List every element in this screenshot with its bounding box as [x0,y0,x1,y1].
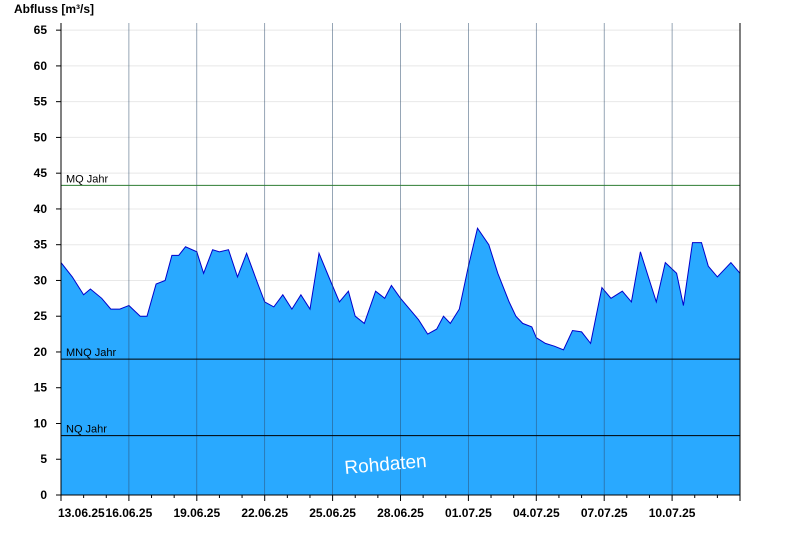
y-tick-label: 35 [34,238,48,252]
y-tick-label: 45 [34,166,48,180]
plot-area: MQ Jahr MNQ Jahr NQ Jahr 0 5 10 15 20 25 30 35 40 45… [34,23,741,520]
y-tick-label: 30 [34,273,48,287]
x-tick-label: 07.07.25 [581,506,628,520]
y-tick-label: 5 [40,452,47,466]
y-tick-label: 40 [34,202,48,216]
x-tick-label: 04.07.25 [513,506,560,520]
x-tick-label: 13.06.25 [58,506,105,520]
y-tick-label: 20 [34,345,48,359]
x-tick-label: 10.07.25 [649,506,696,520]
x-tick-label: 19.06.25 [173,506,220,520]
y-tick-label: 50 [34,130,48,144]
x-tick-label: 25.06.25 [309,506,356,520]
y-tick-label: 60 [34,59,48,73]
y-tick-label: 65 [34,23,48,37]
reference-line-label: NQ Jahr [66,424,107,436]
reference-line-label: MQ Jahr [66,173,109,185]
x-tick-label: 22.06.25 [241,506,288,520]
y-axis-label: Abfluss [m³/s] [14,2,94,16]
x-tick-label: 16.06.25 [106,506,153,520]
y-tick-label: 25 [34,309,48,323]
y-tick-label: 55 [34,95,48,109]
x-tick-label: 01.07.25 [445,506,492,520]
y-tick-label: 0 [40,488,47,502]
discharge-line [60,226,741,351]
y-tick-label: 15 [34,381,48,395]
x-tick-label: 28.06.25 [377,506,424,520]
y-tick-label: 10 [34,416,48,430]
reference-line-label: MNQ Jahr [66,347,116,359]
